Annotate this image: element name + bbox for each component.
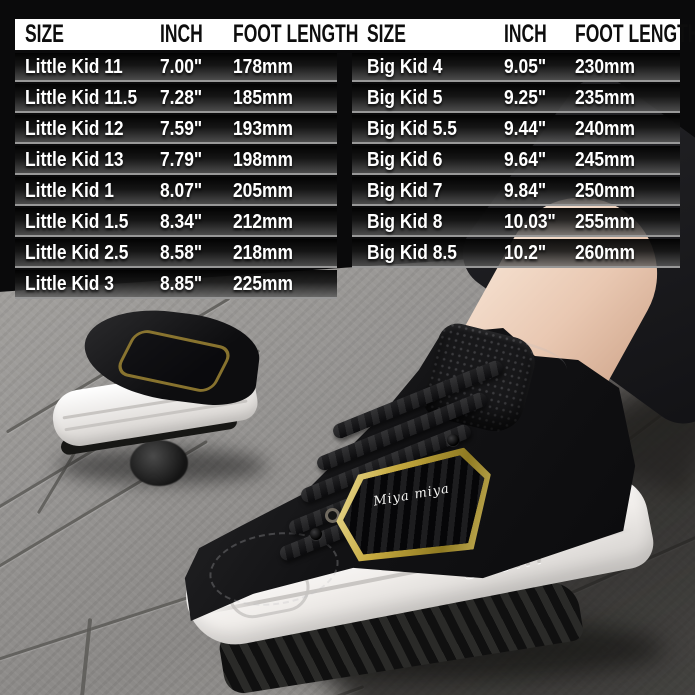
back-shoe-wheel xyxy=(130,440,188,486)
size-cell: Little Kid 11 xyxy=(25,55,123,78)
foot-length-cell: 230mm xyxy=(575,55,635,78)
inch-cell: 7.28" xyxy=(160,86,203,109)
table-row: Big Kid 6 9.64" 245mm xyxy=(352,146,680,175)
column-header-foot-length: FOOT LENGTH xyxy=(575,20,695,48)
little-kid-table: Little Kid 11 7.00" 178mm Little Kid 11.… xyxy=(15,53,337,301)
table-row: Big Kid 5 9.25" 235mm xyxy=(352,84,680,113)
table-row: Little Kid 12 7.59" 193mm xyxy=(15,115,337,144)
table-row: Little Kid 11 7.00" 178mm xyxy=(15,53,337,82)
table-row: Big Kid 5.5 9.44" 240mm xyxy=(352,115,680,144)
size-cell: Little Kid 12 xyxy=(25,117,124,140)
table-row: Little Kid 3 8.85" 225mm xyxy=(15,270,337,299)
inch-cell: 7.59" xyxy=(160,117,203,140)
inch-cell: 8.34" xyxy=(160,210,203,233)
foot-length-cell: 205mm xyxy=(233,179,293,202)
table-row: Big Kid 4 9.05" 230mm xyxy=(352,53,680,82)
table-row: Big Kid 8.5 10.2" 260mm xyxy=(352,239,680,268)
size-cell: Big Kid 6 xyxy=(367,148,443,171)
table-row: Little Kid 2.5 8.58" 218mm xyxy=(15,239,337,268)
inch-cell: 7.79" xyxy=(160,148,203,171)
foot-length-cell: 185mm xyxy=(233,86,293,109)
foot-length-cell: 218mm xyxy=(233,241,293,264)
foot-length-cell: 178mm xyxy=(233,55,293,78)
inch-cell: 8.85" xyxy=(160,272,203,295)
foot-length-cell: 260mm xyxy=(575,241,635,264)
table-row: Little Kid 11.5 7.28" 185mm xyxy=(15,84,337,113)
size-cell: Big Kid 7 xyxy=(367,179,443,202)
size-cell: Little Kid 1.5 xyxy=(25,210,129,233)
eyelet xyxy=(447,434,459,446)
big-kid-table: Big Kid 4 9.05" 230mm Big Kid 5 9.25" 23… xyxy=(352,53,680,270)
size-cell: Little Kid 11.5 xyxy=(25,86,138,109)
inch-cell: 10.03" xyxy=(504,210,556,233)
table-row: Little Kid 1.5 8.34" 212mm xyxy=(15,208,337,237)
inch-cell: 9.05" xyxy=(504,55,547,78)
size-cell: Big Kid 4 xyxy=(367,55,443,78)
inch-cell: 8.58" xyxy=(160,241,203,264)
foot-length-cell: 225mm xyxy=(233,272,293,295)
inch-cell: 7.00" xyxy=(160,55,203,78)
column-header-inch: INCH xyxy=(504,20,547,48)
table-row: Big Kid 7 9.84" 250mm xyxy=(352,177,680,206)
inch-cell: 10.2" xyxy=(504,241,547,264)
foot-length-cell: 255mm xyxy=(575,210,635,233)
inch-cell: 8.07" xyxy=(160,179,203,202)
table-row: Little Kid 13 7.79" 198mm xyxy=(15,146,337,175)
size-cell: Big Kid 5 xyxy=(367,86,443,109)
table-row: Big Kid 8 10.03" 255mm xyxy=(352,208,680,237)
inch-cell: 9.64" xyxy=(504,148,547,171)
size-cell: Big Kid 5.5 xyxy=(367,117,457,140)
inch-cell: 9.25" xyxy=(504,86,547,109)
column-header-inch: INCH xyxy=(160,20,203,48)
foot-length-cell: 198mm xyxy=(233,148,293,171)
foot-length-cell: 245mm xyxy=(575,148,635,171)
column-header-size: SIZE xyxy=(367,20,406,48)
foot-length-cell: 193mm xyxy=(233,117,293,140)
little-kid-header-row: SIZE INCH FOOT LENGTH xyxy=(15,19,358,50)
main-shoe: SPORT Miya miya xyxy=(175,318,675,695)
foot-length-cell: 240mm xyxy=(575,117,635,140)
big-kid-header-row: SIZE INCH FOOT LENGTH xyxy=(352,19,695,50)
size-chart-header: SIZE INCH FOOT LENGTH SIZE INCH FOOT LEN… xyxy=(15,19,695,50)
size-cell: Little Kid 3 xyxy=(25,272,114,295)
metal-eyelet xyxy=(325,508,340,523)
header-spacer xyxy=(337,19,352,50)
eyelet xyxy=(310,528,322,540)
foot-length-cell: 212mm xyxy=(233,210,293,233)
size-cell: Little Kid 1 xyxy=(25,179,114,202)
size-cell: Big Kid 8.5 xyxy=(367,241,457,264)
foot-length-cell: 235mm xyxy=(575,86,635,109)
inch-cell: 9.84" xyxy=(504,179,547,202)
inch-cell: 9.44" xyxy=(504,117,547,140)
table-row: Little Kid 1 8.07" 205mm xyxy=(15,177,337,206)
size-cell: Little Kid 2.5 xyxy=(25,241,129,264)
foot-length-cell: 250mm xyxy=(575,179,635,202)
column-header-size: SIZE xyxy=(25,20,64,48)
size-cell: Big Kid 8 xyxy=(367,210,443,233)
column-header-foot-length: FOOT LENGTH xyxy=(233,20,359,48)
back-shoe xyxy=(48,301,272,515)
size-cell: Little Kid 13 xyxy=(25,148,124,171)
